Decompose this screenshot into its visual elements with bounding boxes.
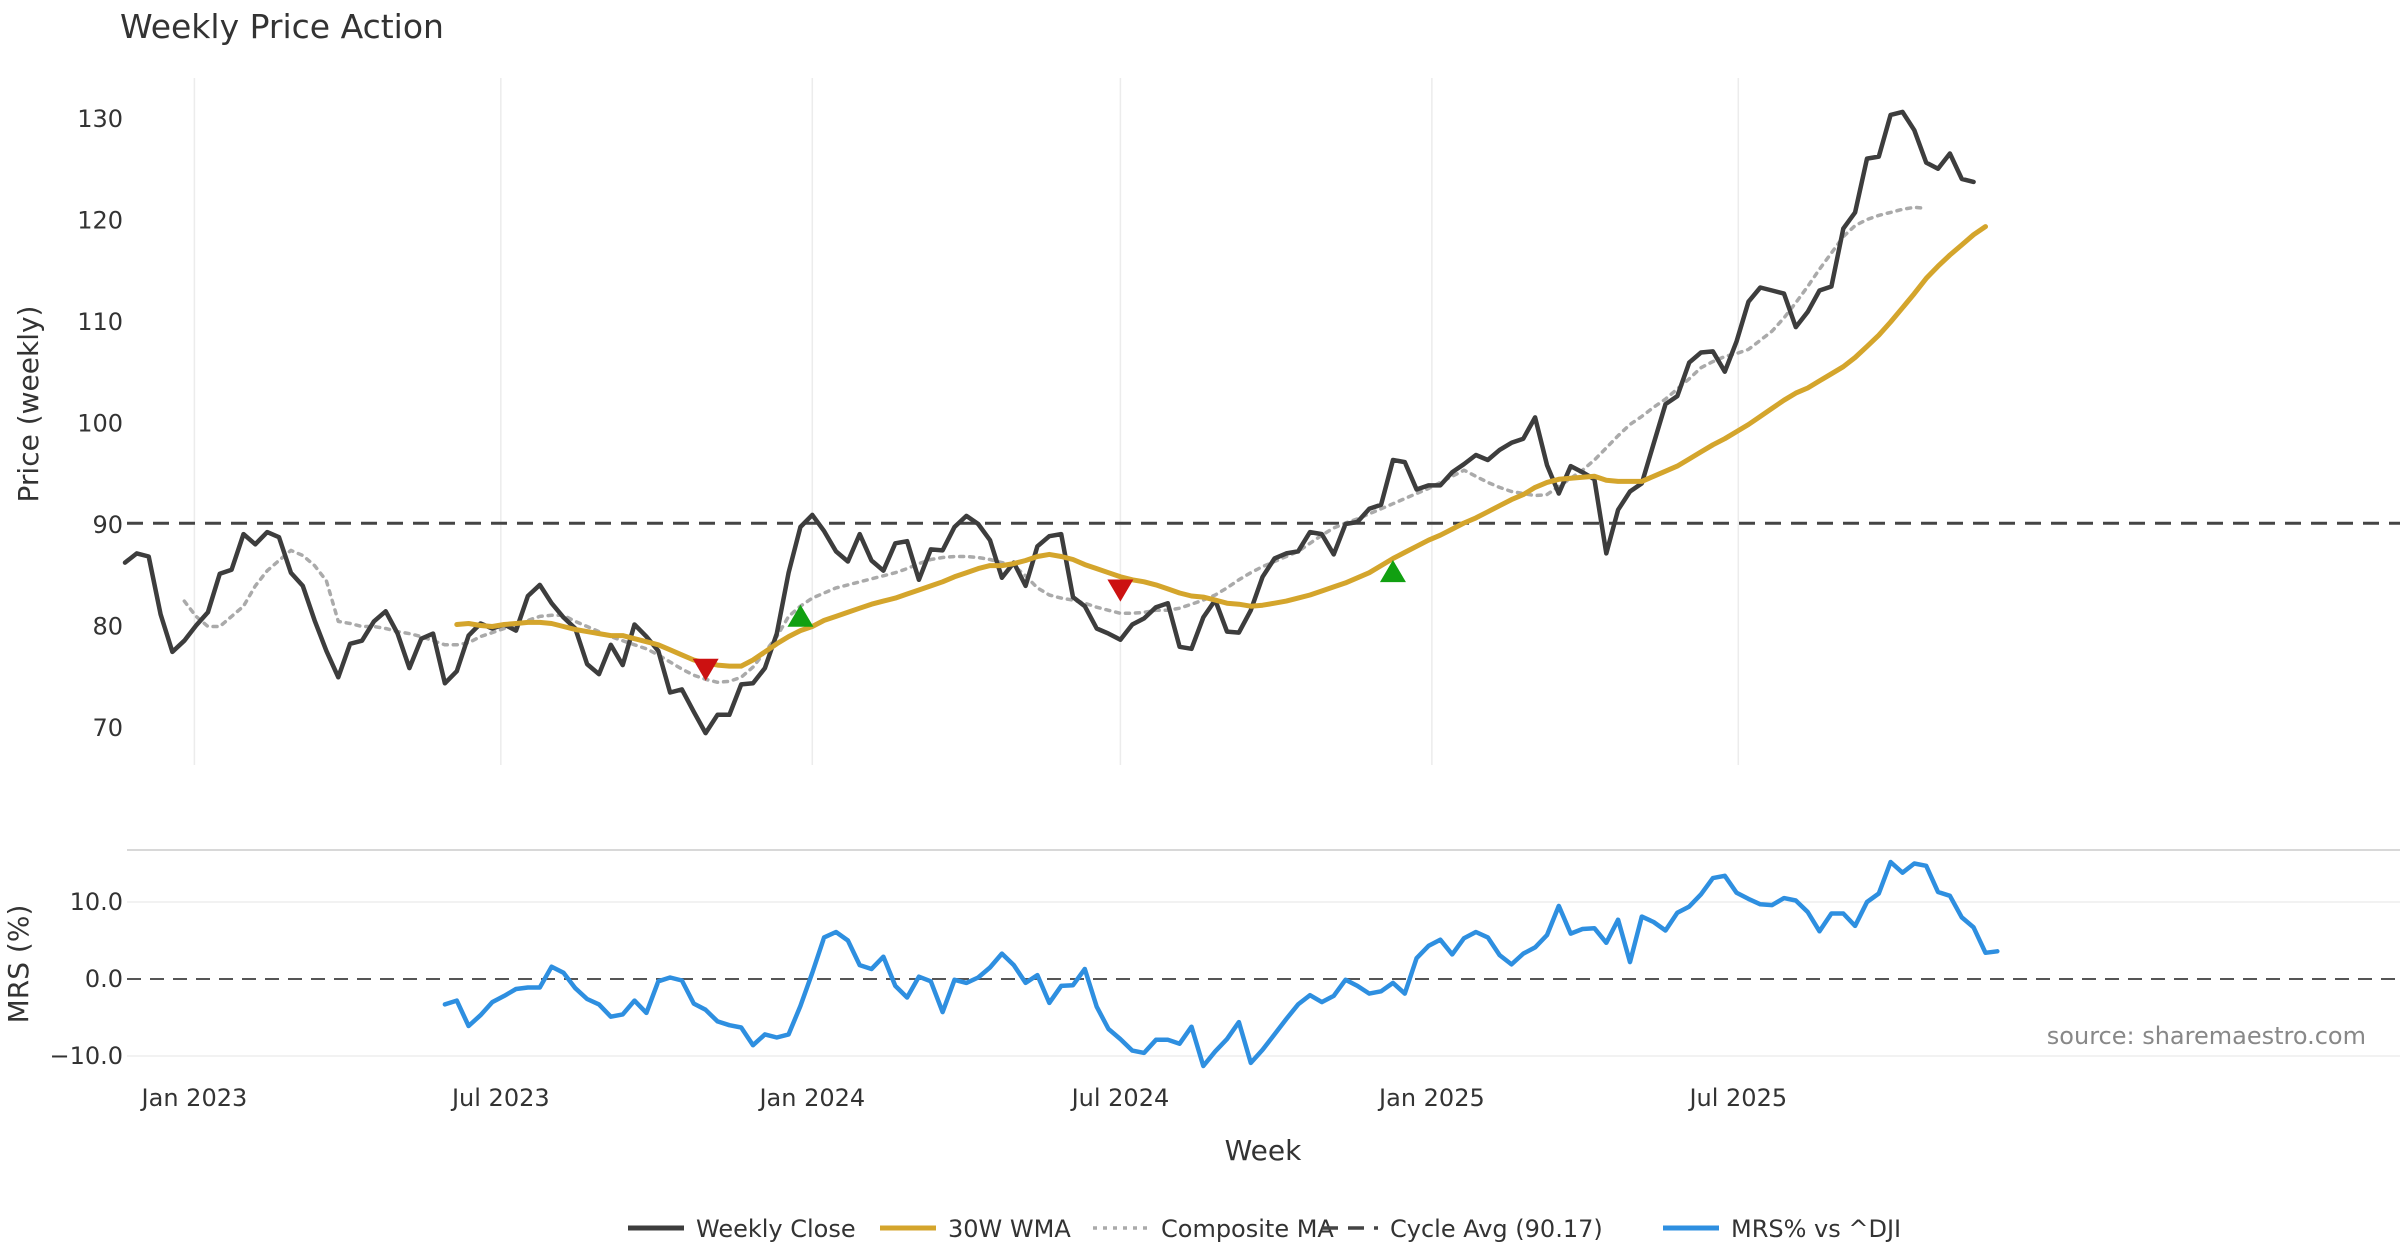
mrs-gridlines [127,849,2400,1057]
axis-ticks: Jan 2023 Jul 2023 Jan 2024 Jul 2024 Jan 2025… [49,105,1787,1112]
price-y-tick-label: 120 [77,207,123,235]
legend-label: Cycle Avg (90.17) [1390,1215,1603,1243]
legend-item: MRS% vs ^DJI [1663,1215,1901,1243]
weekly-close-line [122,109,1976,736]
x-tick-label: Jan 2025 [1377,1084,1485,1112]
legend-item: Cycle Avg (90.17) [1322,1215,1603,1243]
mrs-y-tick-label: 10.0 [70,888,123,916]
buy-signal-marker [1379,559,1406,583]
x-tick-label: Jul 2024 [1070,1084,1170,1112]
buy-signal-marker [787,604,814,627]
price-y-axis-label: Price (weekly) [12,306,45,503]
mrs-y-tick-label: 0.0 [85,965,123,993]
price-y-tick-label: 100 [77,410,123,438]
x-tick-label: Jan 2024 [757,1084,865,1112]
legend-item: Weekly Close [628,1215,856,1243]
legend-item: Composite MA [1093,1215,1334,1243]
price-y-tick-label: 110 [77,308,123,336]
chart-title: Weekly Price Action [120,7,444,46]
x-axis-label: Week [1225,1134,1302,1167]
price-y-tick-label: 70 [92,714,123,742]
price-y-tick-label: 80 [92,613,123,641]
sell-signal-marker [1107,579,1134,602]
x-tick-label: Jul 2023 [450,1084,550,1112]
legend: Weekly Close 30W WMA Composite MA Cycle Avg… [628,1215,1901,1243]
legend-label: Weekly Close [696,1215,856,1243]
source-annotation: source: sharemaestro.com [2047,1022,2366,1050]
legend-label: Composite MA [1161,1215,1334,1243]
legend-label: 30W WMA [948,1215,1071,1243]
legend-label: MRS% vs ^DJI [1731,1215,1901,1243]
price-series-group [122,109,2400,736]
mrs-y-tick-label: −10.0 [49,1042,123,1070]
mrs-series-group [442,859,2000,1069]
mrs-line [442,859,2000,1069]
price-y-tick-label: 130 [77,105,123,133]
mrs-y-axis-label: MRS (%) [2,905,35,1024]
legend-item: 30W WMA [880,1215,1071,1243]
x-tick-label: Jan 2023 [140,1084,248,1112]
composite-ma-line [182,205,1928,685]
price-y-tick-label: 90 [92,511,123,539]
sell-signal-marker [692,658,719,681]
price-gridlines [193,78,1740,765]
x-tick-label: Jul 2025 [1687,1084,1787,1112]
